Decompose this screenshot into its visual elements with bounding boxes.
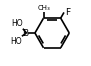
Text: HO: HO [11,19,23,28]
Text: F: F [65,8,70,17]
Text: CH₃: CH₃ [37,5,50,11]
Text: HO: HO [10,37,22,46]
Text: B: B [22,29,28,37]
